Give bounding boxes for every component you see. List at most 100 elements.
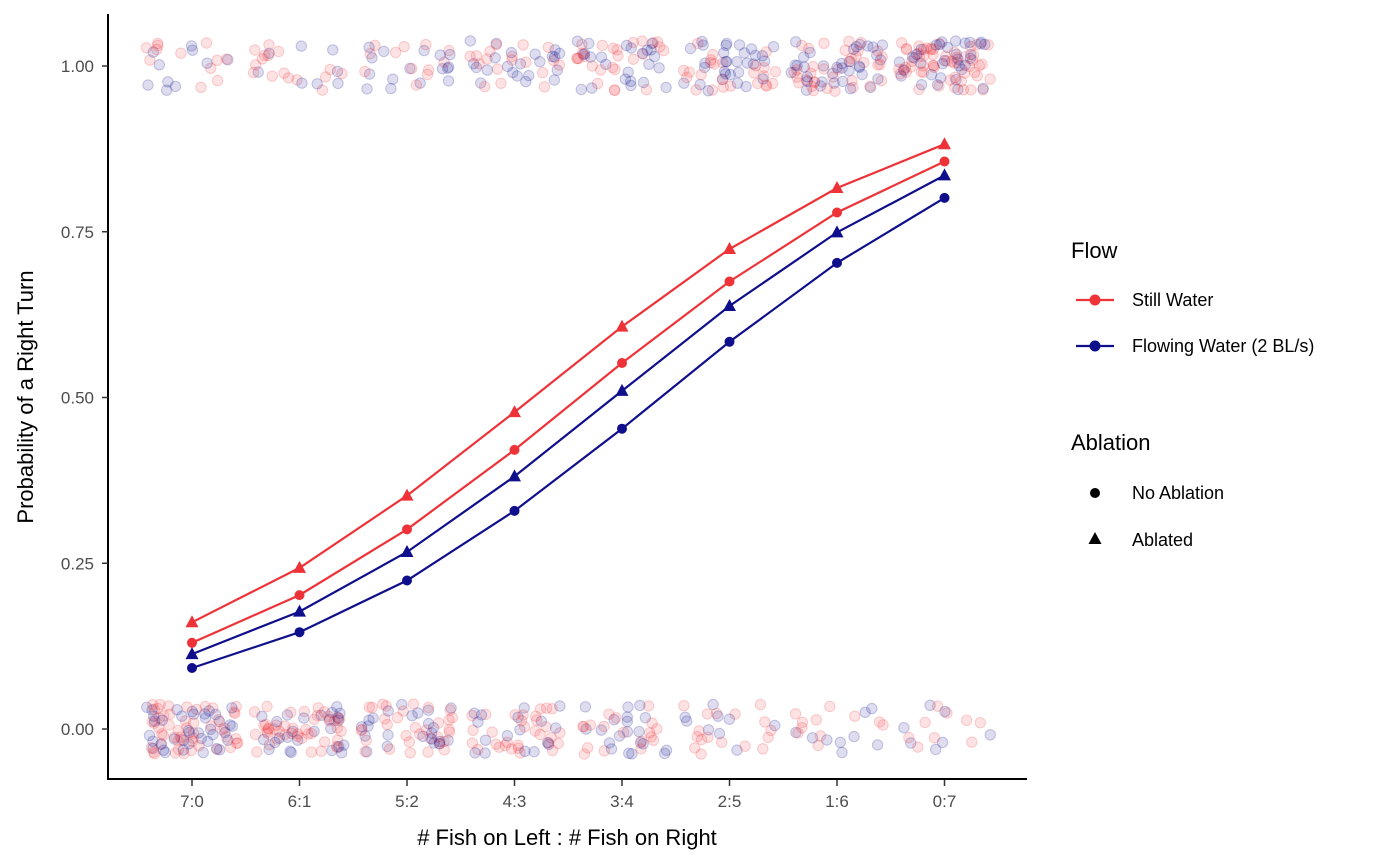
raw-observation-point: [142, 79, 154, 91]
raw-observation-point: [732, 66, 745, 79]
raw-observation-point: [282, 72, 295, 84]
raw-observation-point: [640, 84, 653, 96]
raw-observation-point: [844, 55, 856, 68]
data-point-flowing-ablated: [615, 383, 629, 396]
raw-observation-point: [765, 724, 777, 737]
raw-observation-point: [807, 60, 819, 73]
raw-observation-point: [600, 58, 612, 71]
raw-observation-point: [332, 711, 344, 724]
raw-observation-point: [790, 36, 802, 48]
raw-observation-point: [472, 716, 484, 728]
raw-observation-point: [571, 35, 584, 47]
raw-observation-point: [639, 712, 652, 724]
raw-observation-point: [466, 709, 478, 722]
raw-observation-point: [534, 728, 546, 741]
raw-observation-point: [484, 45, 496, 58]
raw-observation-point: [678, 64, 690, 77]
raw-observation-point: [155, 738, 168, 750]
raw-observation-point: [877, 719, 889, 731]
raw-observation-point: [758, 70, 770, 82]
raw-observation-point: [915, 43, 927, 56]
raw-observation-point: [271, 733, 283, 745]
raw-observation-point: [800, 84, 813, 96]
raw-observation-point: [336, 67, 348, 80]
raw-observation-point: [977, 84, 989, 96]
raw-observation-point: [443, 714, 455, 726]
raw-observation-point: [518, 721, 531, 733]
raw-observation-point: [331, 734, 344, 746]
raw-observation-point: [910, 48, 923, 61]
raw-observation-point: [481, 53, 493, 65]
raw-observation-point: [332, 714, 345, 727]
raw-observation-point: [710, 707, 723, 720]
raw-observation-point: [689, 742, 701, 754]
raw-observation-point: [146, 704, 158, 716]
raw-observation-point: [327, 44, 339, 56]
raw-observation-point: [385, 82, 397, 95]
raw-observation-point: [853, 61, 866, 74]
legend-flowing-label: Flowing Water (2 BL/s): [1132, 336, 1314, 356]
raw-observation-point: [982, 39, 994, 51]
raw-observation-point: [473, 58, 485, 70]
raw-observation-point: [491, 63, 504, 75]
raw-observation-point: [796, 39, 808, 52]
raw-observation-point: [298, 712, 310, 724]
raw-observation-point: [389, 46, 402, 59]
raw-observation-point: [269, 736, 281, 749]
raw-observation-point: [701, 708, 714, 720]
raw-observation-point: [617, 726, 630, 739]
raw-observation-point: [633, 725, 645, 738]
raw-observation-point: [749, 49, 762, 62]
raw-observation-point: [273, 725, 286, 737]
raw-observation-point: [363, 714, 375, 726]
raw-observation-point: [445, 702, 457, 714]
raw-observation-point: [917, 66, 930, 79]
raw-observation-point: [175, 47, 187, 59]
raw-observation-point: [935, 72, 947, 84]
raw-observation-point: [422, 746, 434, 758]
raw-observation-point: [183, 726, 196, 739]
raw-observation-point: [414, 728, 426, 740]
raw-observation-point: [553, 59, 566, 71]
raw-observation-point: [843, 35, 855, 48]
x-tick-label: 2:5: [718, 792, 742, 811]
raw-observation-point: [757, 743, 769, 755]
raw-observation-point: [226, 720, 239, 732]
raw-observation-point: [480, 708, 492, 721]
raw-observation-point: [178, 734, 190, 746]
raw-observation-point: [818, 63, 830, 75]
raw-observation-point: [694, 78, 706, 91]
raw-observation-point: [226, 702, 238, 714]
data-point-flowing-no-ablation: [402, 575, 412, 586]
raw-observation-point: [984, 73, 996, 85]
raw-observation-point: [261, 727, 274, 739]
raw-observation-point: [204, 723, 217, 735]
data-point-still-no-ablation: [187, 637, 197, 648]
raw-observation-point: [285, 727, 298, 739]
raw-observation-point: [195, 81, 207, 94]
raw-observation-point: [800, 74, 812, 86]
raw-observation-point: [381, 718, 393, 731]
legend-flow: Flow Still Water Flowing Water (2 BL/s): [1071, 238, 1314, 356]
raw-observation-point: [895, 70, 907, 82]
raw-observation-point: [660, 81, 672, 94]
raw-observation-point: [707, 48, 719, 61]
raw-observation-point: [212, 714, 225, 726]
raw-observation-point: [292, 728, 304, 740]
raw-observation-point: [648, 50, 661, 63]
data-point-still-no-ablation: [294, 590, 305, 601]
raw-observation-point: [933, 80, 945, 92]
raw-observation-point: [249, 728, 262, 741]
raw-observation-point: [546, 703, 558, 715]
raw-observation-point: [363, 41, 375, 53]
raw-observation-point: [651, 36, 664, 48]
raw-observation-point: [966, 736, 978, 748]
raw-observation-point: [769, 719, 781, 732]
raw-observation-point: [586, 60, 598, 72]
raw-observation-point: [579, 50, 591, 63]
raw-observation-point: [900, 66, 912, 78]
raw-observation-point: [702, 724, 715, 736]
raw-observation-point: [387, 73, 399, 85]
raw-observation-point: [262, 722, 274, 735]
raw-observation-point: [318, 706, 330, 718]
